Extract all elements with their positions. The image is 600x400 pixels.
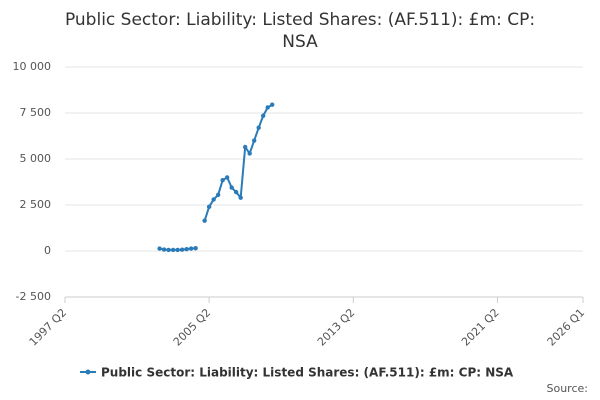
point	[184, 246, 189, 252]
y-tick-label: -2 500	[16, 290, 51, 303]
point	[265, 105, 270, 110]
chart-title: Public Sector: Liability: Listed Shares:…	[65, 10, 535, 30]
x-tick-label: 2005 Q2	[171, 306, 214, 349]
y-tick-label: 7 500	[20, 106, 52, 119]
source: Source:	[547, 382, 589, 395]
point	[215, 192, 221, 198]
y-tick-label: 0	[44, 244, 51, 257]
x-tick-label: 2021 Q2	[459, 306, 502, 349]
point	[179, 247, 185, 252]
point	[220, 177, 225, 183]
legend-label: Public Sector: Liability: Listed Shares:…	[101, 366, 514, 380]
point	[224, 175, 230, 180]
point	[242, 144, 248, 150]
y-tick-label: 10 000	[13, 60, 52, 73]
chart-title: NSA	[282, 32, 318, 52]
legend-symbol	[85, 369, 91, 375]
line	[159, 103, 273, 251]
point	[238, 195, 243, 200]
point	[233, 189, 239, 195]
point	[247, 151, 252, 156]
point	[161, 247, 167, 252]
point	[270, 102, 275, 107]
x-tick-label: 2026 Q1	[545, 306, 588, 349]
point	[175, 247, 180, 253]
point	[193, 246, 198, 251]
y-tick-label: 5 000	[20, 152, 52, 165]
point	[229, 185, 234, 190]
x-tick-label: 2013 Q2	[315, 306, 358, 349]
point	[188, 246, 194, 251]
point	[206, 204, 212, 210]
point	[170, 247, 176, 253]
point	[157, 246, 162, 251]
y-tick-label: 2 500	[20, 198, 52, 211]
point	[251, 138, 257, 143]
point	[166, 247, 171, 253]
point	[260, 113, 266, 118]
point	[256, 125, 261, 130]
point	[202, 218, 207, 223]
point	[211, 197, 216, 202]
x-tick-label: 1997 Q2	[27, 306, 70, 349]
